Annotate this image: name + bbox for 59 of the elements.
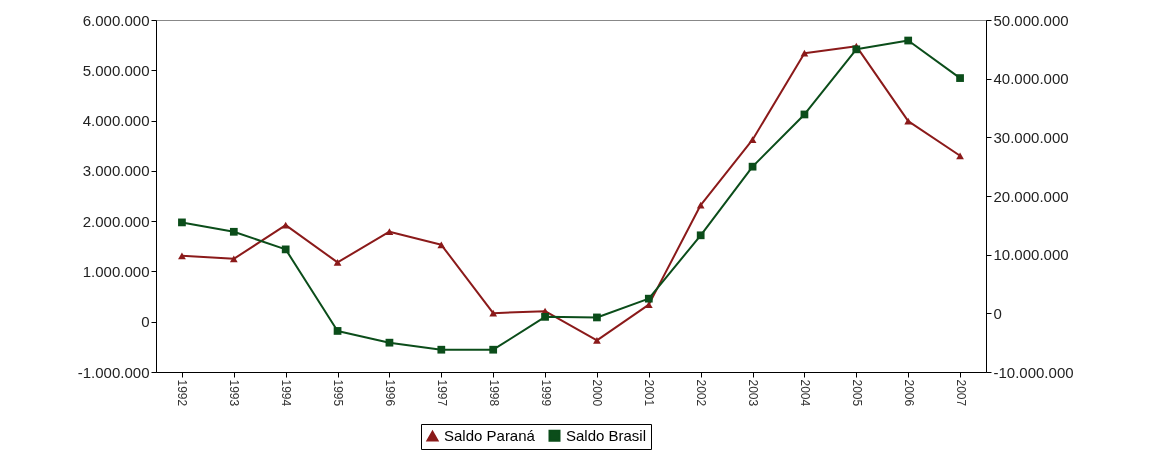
point xyxy=(333,259,342,266)
point xyxy=(178,218,186,227)
x-tick-label: 2005 xyxy=(849,379,864,407)
y-tick-label: 6.000.000 xyxy=(82,11,150,29)
y2-tick-label: 40.000.000 xyxy=(993,70,1069,88)
y2-tick-label: 20.000.000 xyxy=(993,187,1069,205)
y-tick-label: 4.000.000 xyxy=(82,112,150,130)
x-tick-label: 2002 xyxy=(694,379,709,407)
point xyxy=(489,309,498,317)
point xyxy=(748,136,757,144)
y2-tick-label: 30.000.000 xyxy=(993,128,1069,146)
x-tick-label: 1993 xyxy=(227,379,242,407)
point xyxy=(800,49,809,57)
point xyxy=(644,294,653,303)
point xyxy=(229,227,238,236)
point xyxy=(748,162,757,171)
y2-tick-label: -10.000.000 xyxy=(993,363,1074,381)
point xyxy=(281,221,290,229)
x-tick-label: 2007 xyxy=(953,379,968,407)
legend-label: Saldo Paraná xyxy=(444,427,536,445)
point xyxy=(385,228,394,236)
y-tick-label: 2.000.000 xyxy=(82,212,150,230)
point xyxy=(593,313,601,322)
x-tick-label: 1994 xyxy=(279,379,294,407)
point xyxy=(281,245,290,254)
x-tick-label: 1996 xyxy=(382,379,397,407)
point xyxy=(593,336,601,344)
x-tick-label: 1999 xyxy=(538,379,553,407)
y-tick-label: 0 xyxy=(141,313,150,331)
point xyxy=(385,338,394,347)
point xyxy=(956,74,964,82)
y2-tick-label: 0 xyxy=(993,304,1002,322)
x-tick-label: 2004 xyxy=(797,379,812,407)
x-tick-label: 1995 xyxy=(331,379,346,407)
point xyxy=(696,231,705,240)
point xyxy=(229,255,238,263)
point xyxy=(904,36,913,45)
x-tick-label: 2001 xyxy=(642,379,657,407)
y2-tick-label: 10.000.000 xyxy=(993,246,1069,264)
x-tick-label: 1992 xyxy=(175,379,190,407)
point xyxy=(489,345,498,354)
y-tick-label: 5.000.000 xyxy=(82,61,150,79)
y-tick-label: 3.000.000 xyxy=(82,162,150,180)
x-tick-label: 2000 xyxy=(590,379,605,407)
point xyxy=(437,241,446,249)
point xyxy=(437,345,446,354)
x-tick-label: 2003 xyxy=(746,379,761,407)
x-tick-label: 1998 xyxy=(486,379,501,407)
y-tick-label: -1.000.000 xyxy=(77,363,150,381)
x-tick-label: 1997 xyxy=(434,379,449,407)
y2-tick-label: 50.000.000 xyxy=(993,11,1069,29)
point xyxy=(541,312,549,321)
y-tick-label: 1.000.000 xyxy=(82,262,150,280)
point xyxy=(956,152,964,160)
point xyxy=(333,327,342,335)
point xyxy=(178,252,186,260)
point xyxy=(852,45,861,54)
x-tick-label: 2006 xyxy=(901,379,916,407)
legend-label: Saldo Brasil xyxy=(566,426,647,444)
